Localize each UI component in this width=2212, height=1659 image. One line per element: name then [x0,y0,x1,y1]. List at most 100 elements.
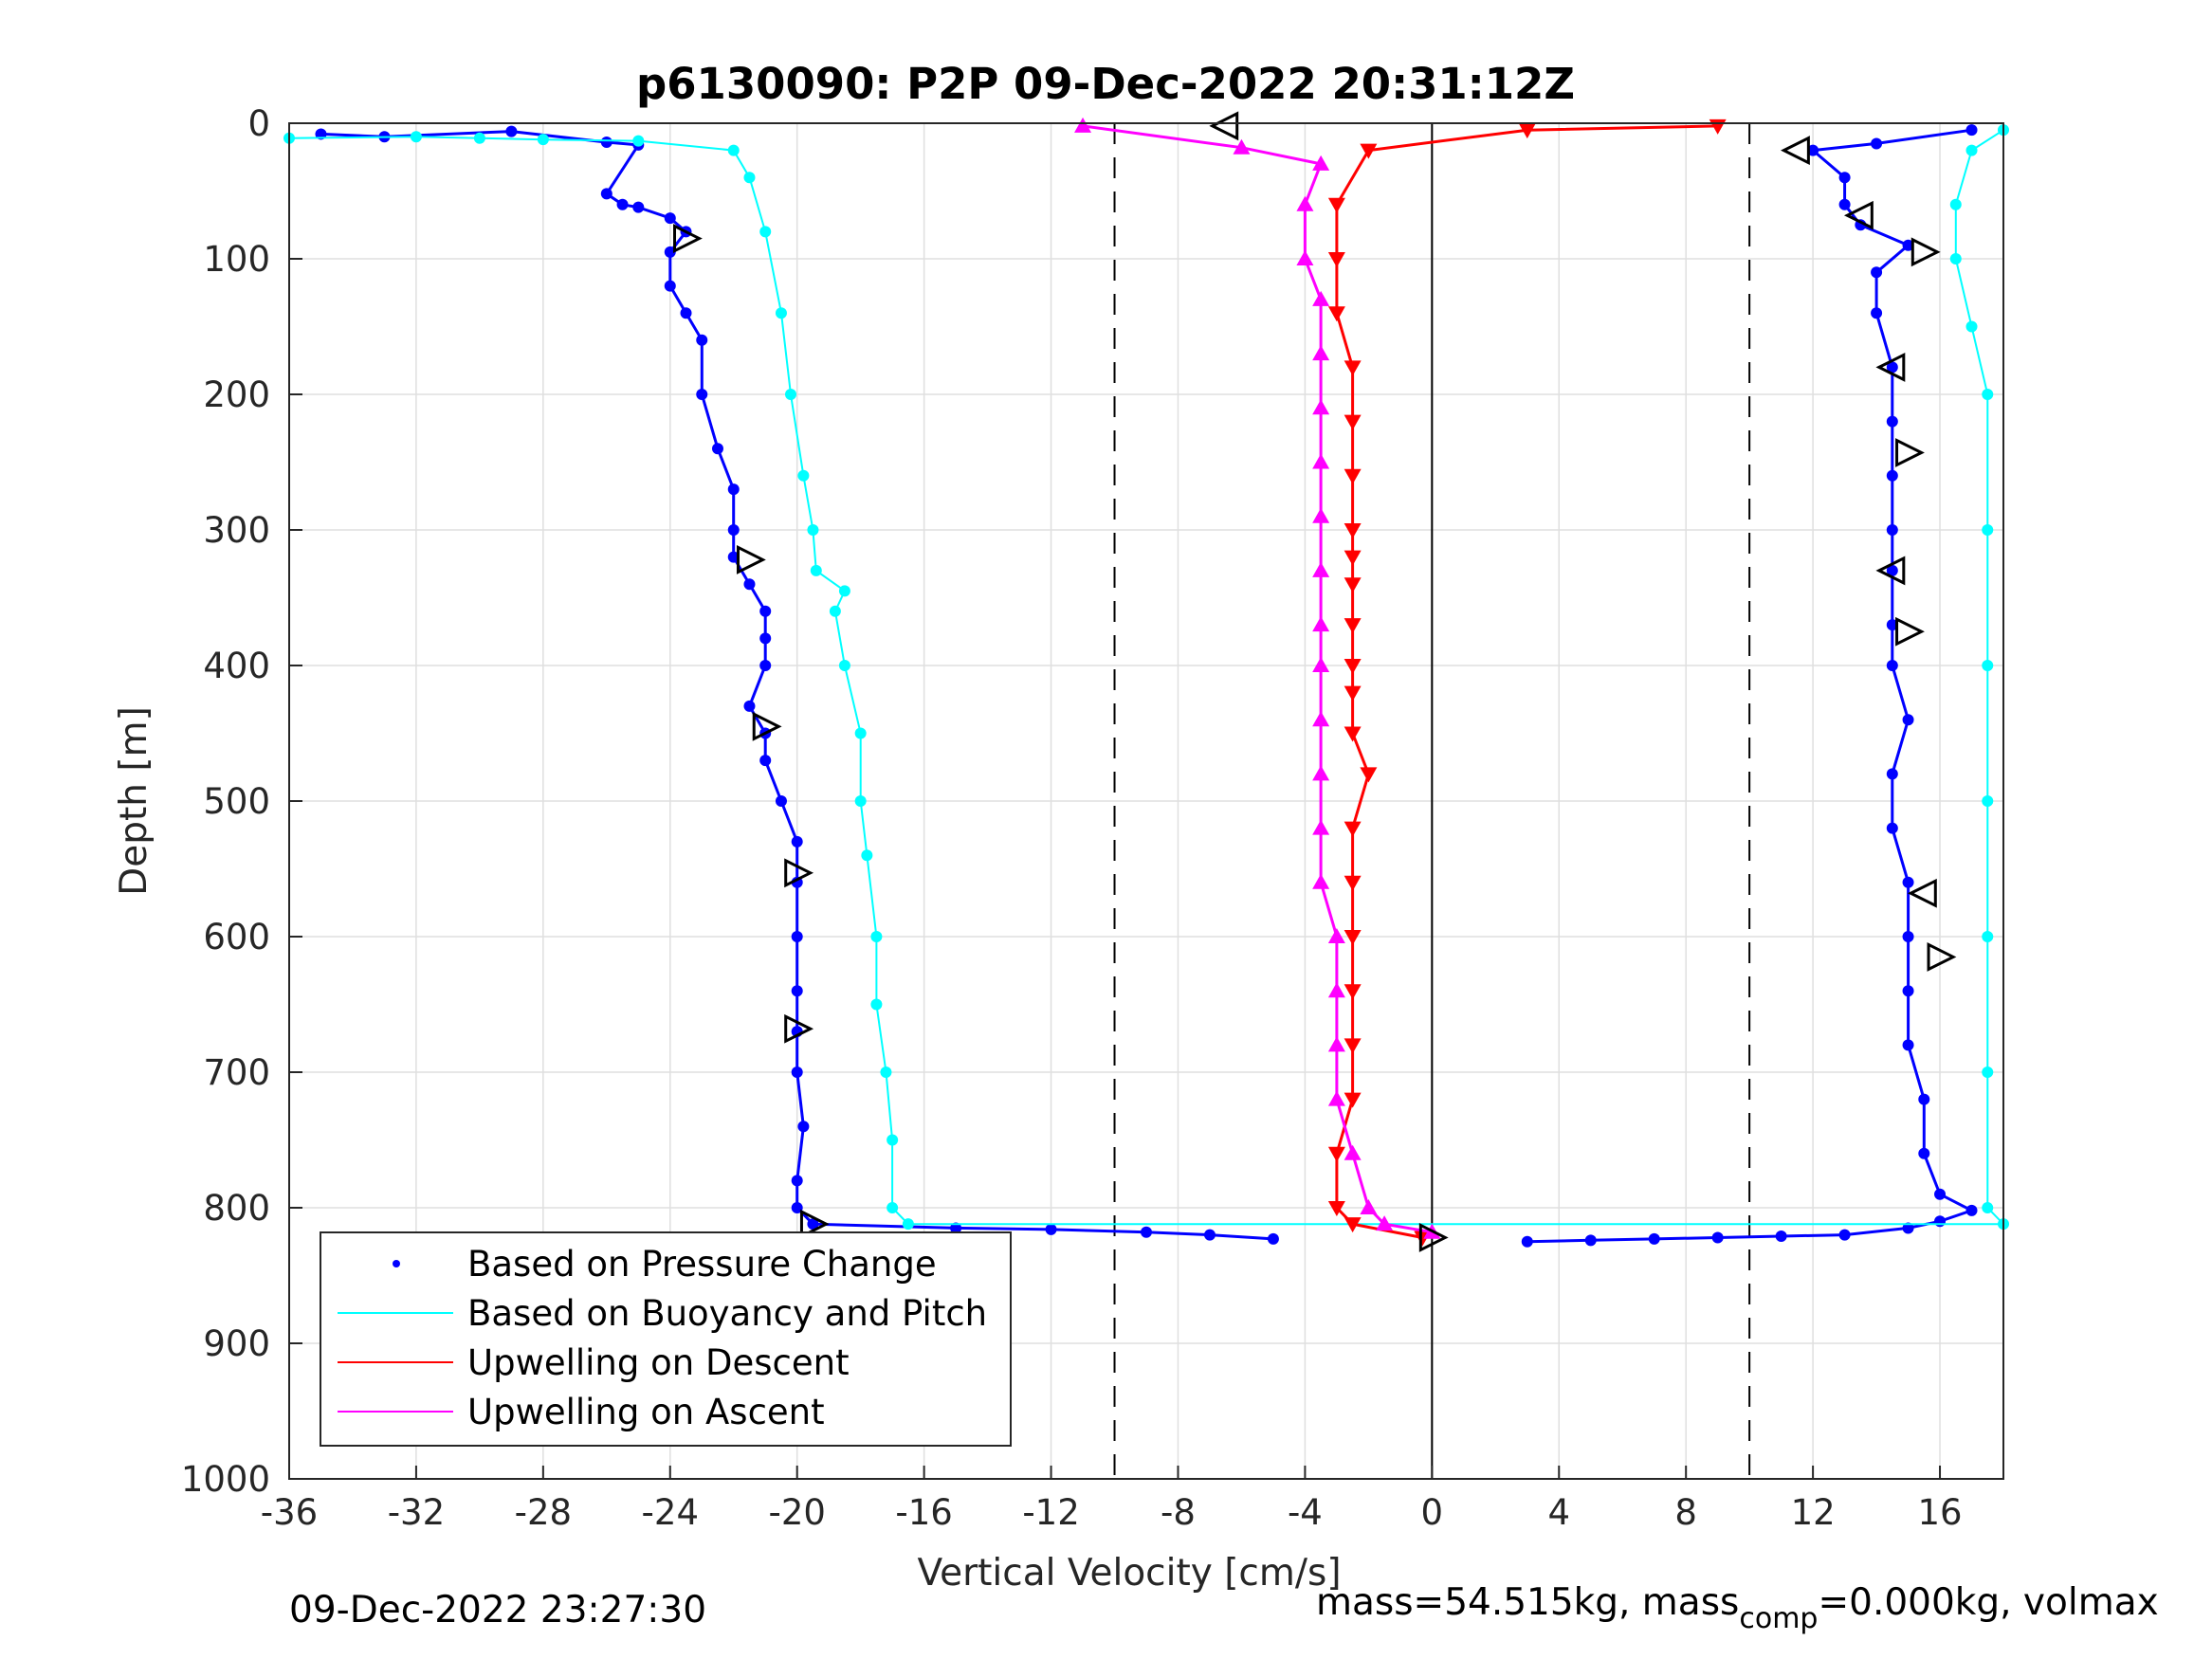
data-point [1886,361,1898,374]
direction-marker [1875,556,1906,586]
data-point [950,1222,962,1234]
direction-marker [799,1209,830,1239]
data-point [829,605,841,617]
data-point [712,443,723,455]
data-point [1344,1144,1362,1160]
legend: Based on Pressure Change Based on Buoyanc… [320,1231,1012,1447]
data-point [854,727,867,739]
data-point [1327,1090,1345,1106]
x-tick-label: -20 [768,1492,825,1533]
data-point [1360,1199,1378,1214]
data-point [1344,618,1362,634]
x-tick-label: -16 [895,1492,952,1533]
data-point [1902,985,1914,997]
y-axis-label: Depth [m] [113,706,155,896]
x-tick-label: 8 [1674,1492,1697,1533]
data-point [727,551,740,563]
series-group [1074,117,1441,1239]
y-tick-label: 900 [203,1323,270,1364]
data-point [1886,660,1898,671]
y-tick-label: 700 [203,1052,270,1093]
data-point [1902,239,1914,251]
data-point [1965,320,1978,333]
data-point [664,246,676,258]
data-point [743,700,756,712]
data-point [696,334,708,346]
data-point [902,1218,914,1231]
x-tick-label: -28 [515,1492,572,1533]
data-point [1982,795,1994,807]
series-layer [283,117,2009,1248]
y-tick-label: 800 [203,1188,270,1229]
data-point [1296,195,1314,211]
data-point [696,389,708,400]
data-point [797,1121,810,1133]
data-point [791,1175,803,1187]
data-point [1934,1188,1947,1200]
data-point [1648,1232,1660,1245]
mass-prefix: mass=54.515kg, mass [1316,1581,1740,1624]
data-point [1312,819,1330,835]
y-tick-label: 400 [203,646,270,686]
y-tick-label: 300 [203,510,270,551]
data-point [1312,399,1330,415]
reference-lines [1113,123,1751,1479]
data-point [1312,345,1330,361]
data-point [1949,253,1962,264]
data-point [1982,931,1994,942]
direction-marker [1843,200,1874,230]
data-point [791,985,803,997]
data-point [1344,726,1362,742]
direction-marker [1875,352,1906,382]
data-point [861,849,873,862]
data-point [791,1066,803,1078]
data-point [759,226,772,238]
data-point [1584,1234,1597,1247]
legend-label: Based on Pressure Change [467,1244,937,1285]
data-point [505,125,518,137]
data-point [1267,1232,1279,1245]
direction-marker [1910,237,1941,267]
data-point [1918,1147,1930,1159]
data-point [1807,144,1819,156]
data-point [838,660,850,671]
direction-marker [1895,438,1925,467]
data-point [664,280,676,292]
data-point [632,201,645,213]
data-point [1518,123,1536,139]
data-point [1327,197,1345,213]
data-point [810,564,822,576]
data-point [1344,875,1362,891]
direction-marker [784,1013,814,1044]
data-point [1376,1215,1394,1231]
data-point [1871,307,1883,319]
data-point [791,835,803,848]
data-point [1327,1146,1345,1162]
data-point [1838,172,1851,184]
data-point [1918,1093,1930,1105]
x-tick-label: 0 [1421,1492,1444,1533]
data-point [1902,714,1914,726]
data-point [880,1066,892,1078]
data-point [791,931,803,942]
data-point [1327,252,1345,267]
data-point [1344,360,1362,376]
data-point [1902,1039,1914,1051]
legend-label: Upwelling on Descent [467,1342,850,1383]
x-tick-label: -24 [642,1492,699,1533]
data-point [1312,657,1330,672]
data-point [616,198,629,210]
data-point [1327,928,1345,943]
data-point [785,389,797,400]
data-point [410,131,422,143]
y-tick-label: 200 [203,374,270,415]
data-point [759,660,772,671]
direction-marker [1895,616,1925,647]
data-point [727,483,740,496]
x-tick-label: 16 [1917,1492,1962,1533]
data-point [1344,550,1362,566]
data-point [1344,523,1362,538]
data-point [1344,468,1362,484]
y-tick-label: 1000 [181,1459,270,1500]
